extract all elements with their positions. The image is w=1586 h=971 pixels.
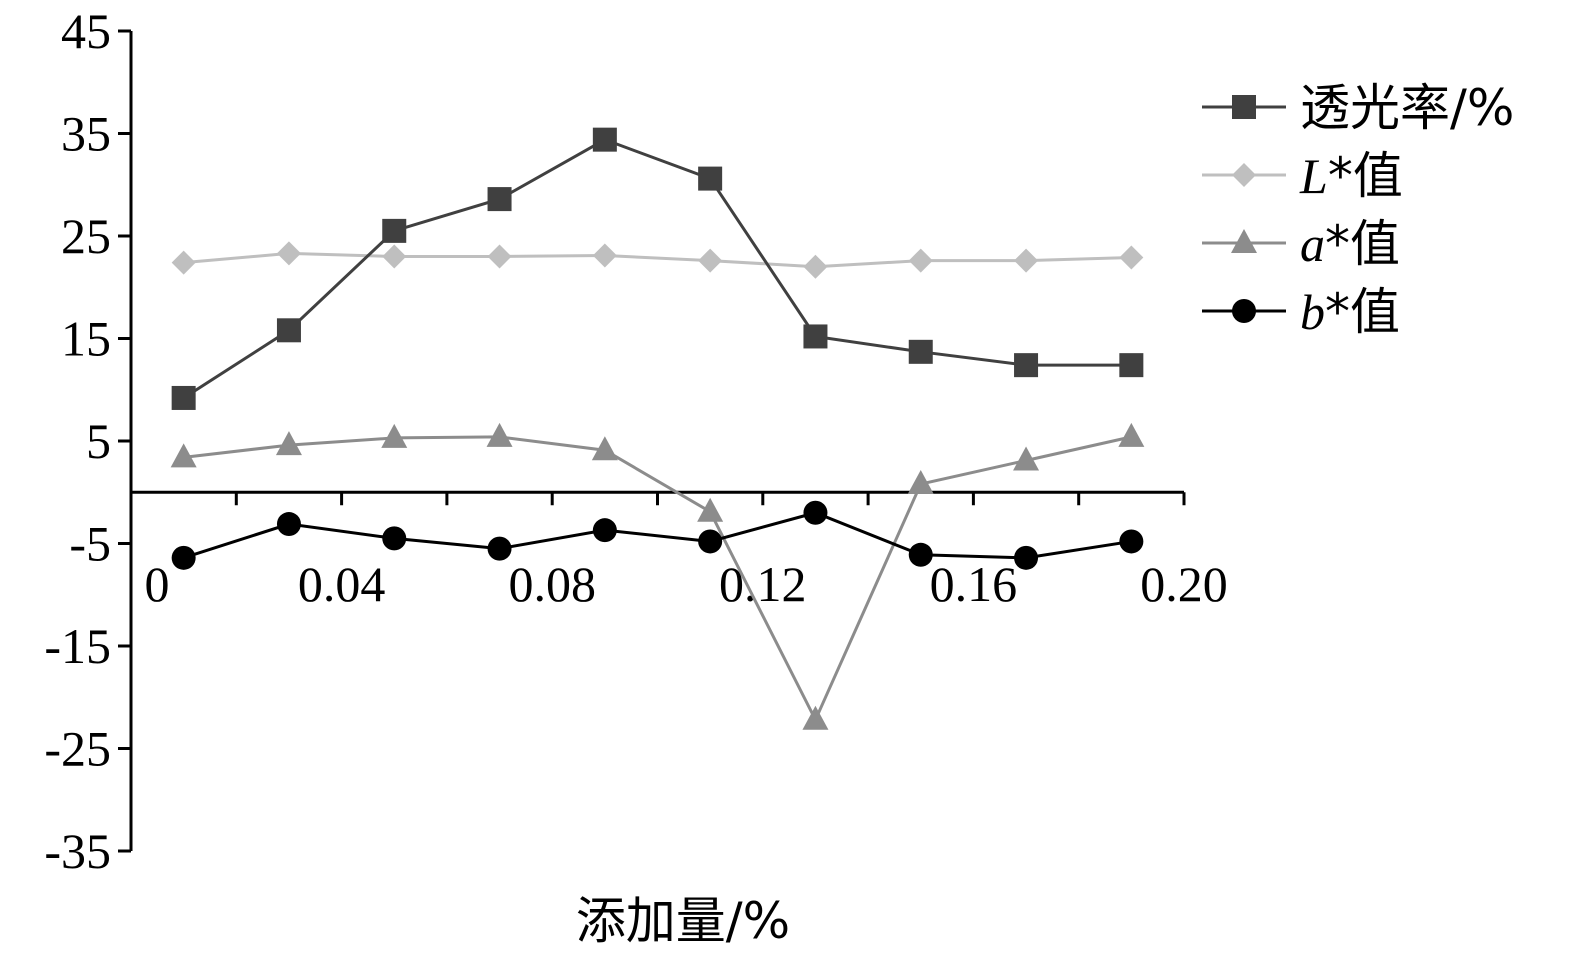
data-point [803, 324, 828, 349]
data-point [592, 518, 617, 543]
data-point [1014, 353, 1039, 378]
legend-item: L*值 [1202, 147, 1403, 205]
data-point [907, 470, 934, 495]
data-point [1119, 529, 1144, 554]
data-point [487, 187, 512, 212]
legend-label-italic: L [1299, 148, 1328, 204]
legend: 透光率/%L*值a*值b*值 [1202, 79, 1514, 341]
data-point [275, 431, 302, 456]
legend-label-text: *值 [1325, 215, 1400, 273]
data-point [908, 248, 933, 273]
data-point [1119, 245, 1144, 270]
x-tick-label: 0 [145, 556, 170, 612]
legend-label: 透光率/% [1300, 79, 1514, 137]
x-tick-label: 0.16 [930, 556, 1018, 612]
legend-label-italic: a [1300, 216, 1325, 272]
x-tick-label: 0.04 [298, 556, 386, 612]
legend-label: b*值 [1300, 283, 1400, 341]
data-point [908, 339, 933, 364]
y-tick-label: 45 [61, 3, 111, 59]
data-point [1119, 353, 1144, 378]
legend-label-text: *值 [1325, 283, 1400, 341]
x-axis-title: 添加量/% [576, 892, 790, 950]
legend-marker [1232, 95, 1256, 119]
data-point [487, 244, 512, 269]
series-layer [170, 127, 1145, 730]
series-line [183, 511, 1132, 560]
data-point [171, 385, 196, 410]
y-tick-label: 5 [86, 413, 111, 469]
series-triangle [170, 422, 1145, 730]
data-point [276, 241, 301, 266]
legend-label: L*值 [1299, 147, 1403, 205]
data-point [276, 512, 301, 537]
data-point [487, 536, 512, 561]
y-tick-label: -5 [69, 516, 111, 572]
data-point [1118, 422, 1145, 447]
data-point [1013, 446, 1040, 471]
data-point [170, 443, 197, 468]
data-point [698, 529, 723, 554]
y-tick-label: 35 [61, 106, 111, 162]
legend-label-italic: b [1300, 284, 1325, 340]
series-line [183, 251, 1132, 269]
data-point [171, 250, 196, 275]
data-point [908, 542, 933, 567]
data-point [486, 422, 513, 447]
data-point [592, 127, 617, 152]
legend-label-text: *值 [1328, 147, 1403, 205]
data-point [1014, 248, 1039, 273]
data-point [171, 545, 196, 570]
data-point [803, 254, 828, 279]
legend-label: a*值 [1300, 215, 1400, 273]
data-point [802, 705, 829, 730]
y-tick-label: -15 [44, 618, 111, 674]
data-point [382, 218, 407, 243]
data-point [382, 526, 407, 551]
legend-marker [1232, 299, 1256, 323]
series-line [182, 138, 1132, 400]
series-diamond [171, 241, 1144, 279]
data-point [697, 497, 724, 522]
data-point [1014, 545, 1039, 570]
y-tick-label: -25 [44, 721, 111, 777]
data-point [803, 500, 828, 525]
x-tick-label: 0.12 [719, 556, 807, 612]
data-point [381, 423, 408, 448]
data-point [276, 318, 301, 343]
legend-item: a*值 [1202, 215, 1400, 273]
x-tick-label: 0.08 [508, 556, 596, 612]
y-tick-label: 25 [61, 208, 111, 264]
x-tick-label: 0.20 [1140, 556, 1228, 612]
data-point [698, 166, 723, 191]
data-point [698, 248, 723, 273]
data-point [592, 243, 617, 268]
series-square [171, 127, 1144, 410]
legend-item: b*值 [1202, 283, 1400, 341]
legend-item: 透光率/% [1202, 79, 1514, 137]
y-tick-label: -35 [44, 823, 111, 879]
y-tick-label: 15 [61, 311, 111, 367]
data-point [382, 244, 407, 269]
data-point [591, 436, 618, 461]
legend-label-text: 透光率/% [1300, 79, 1514, 137]
axes: 45 35 25 15 5 -5 -15 -25 -35 0 0.04 0.08 0.12 0.16 0.2… [44, 3, 1227, 879]
legend-marker [1232, 163, 1256, 187]
legend-marker [1231, 229, 1257, 253]
series-line [183, 435, 1132, 724]
series-circle [171, 500, 1144, 570]
